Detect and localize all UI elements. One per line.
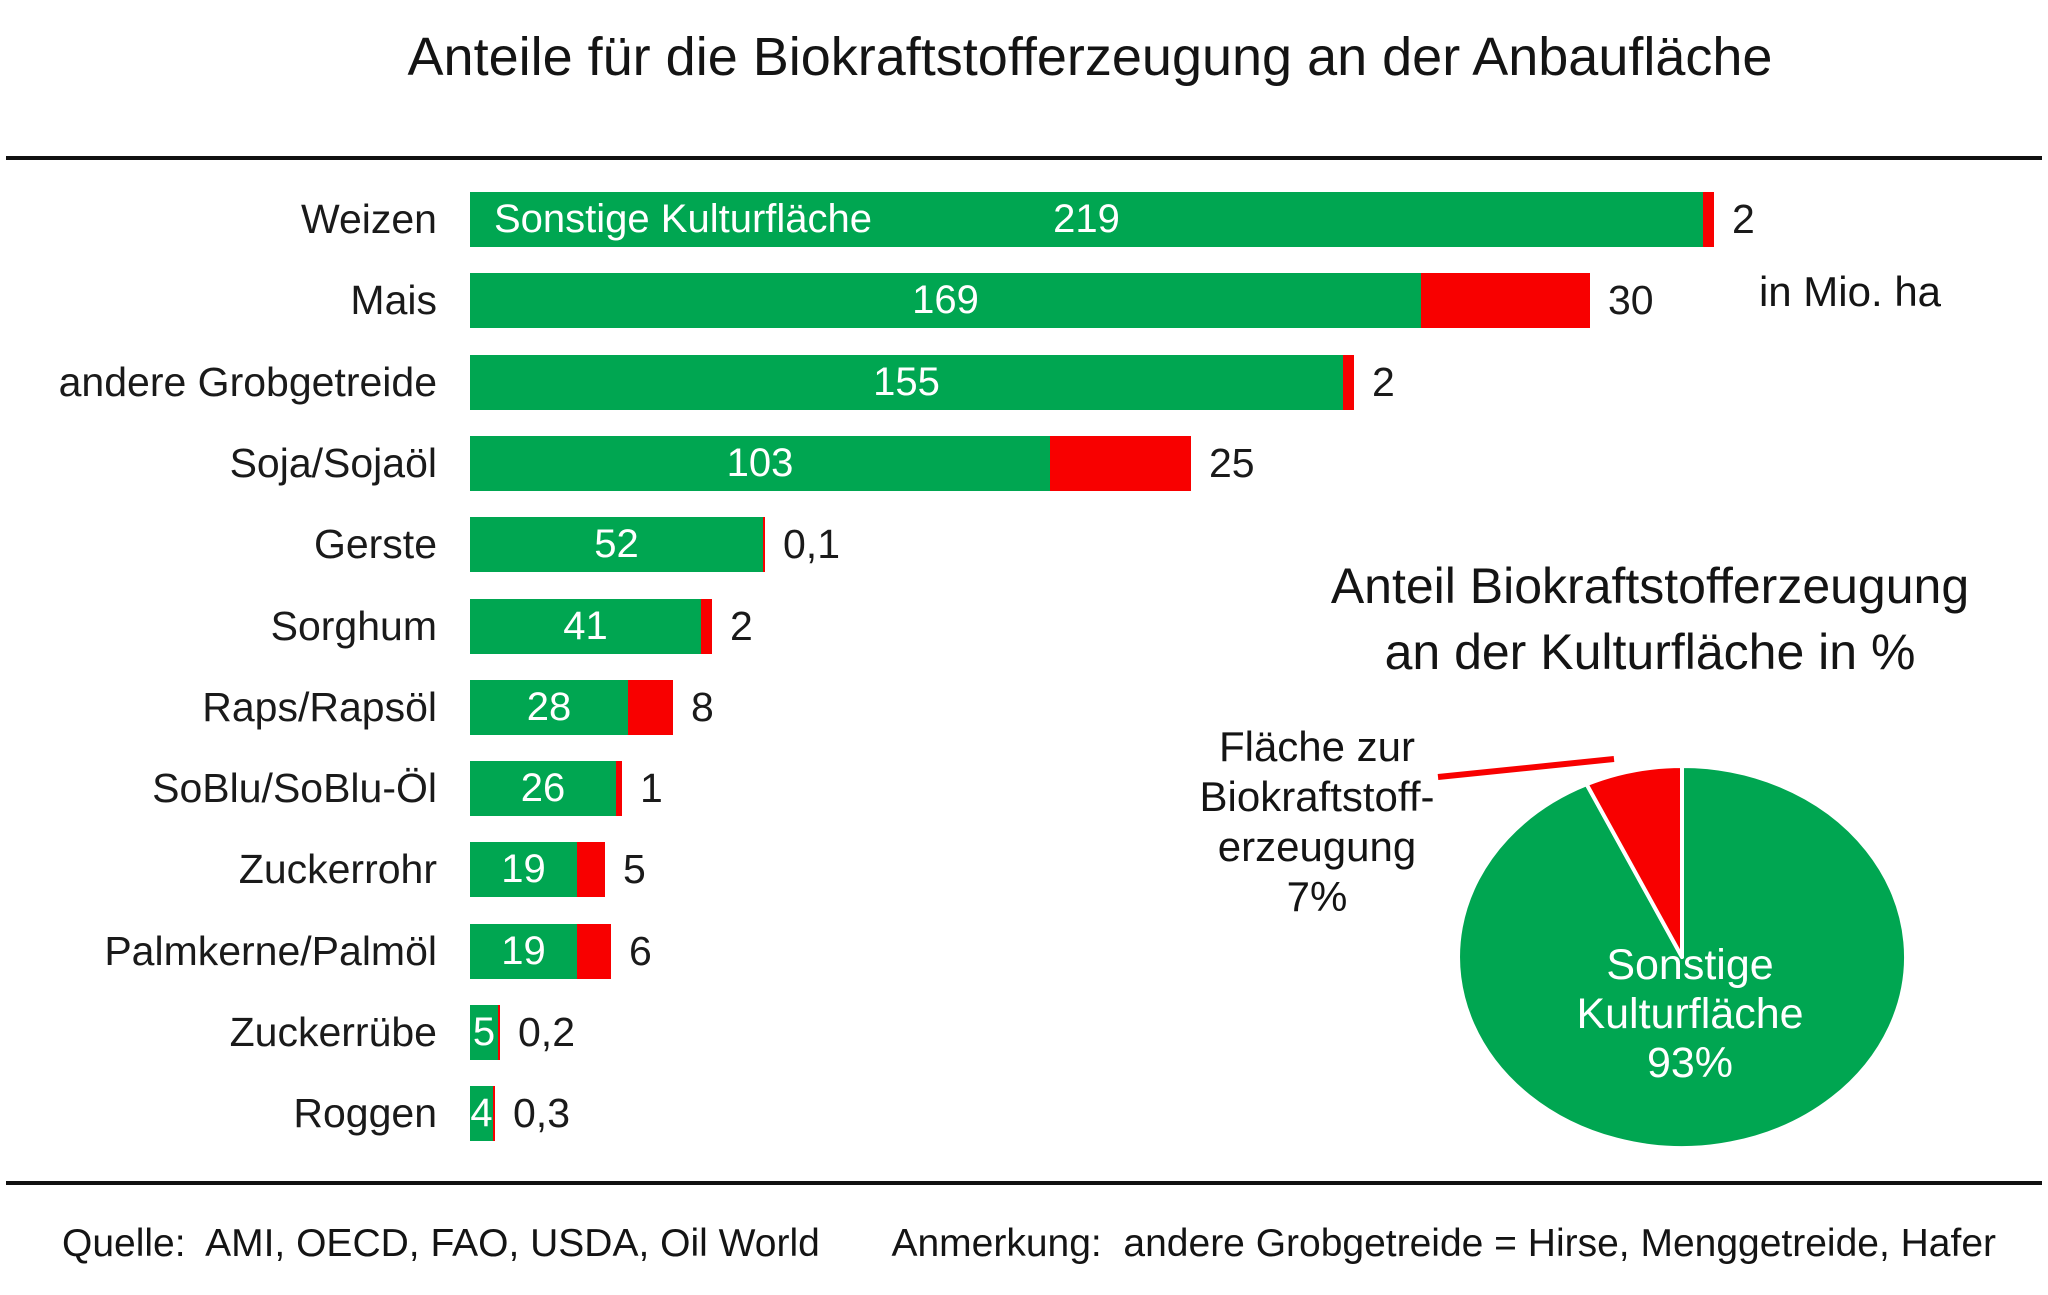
bar-value-red: 2 — [730, 602, 753, 649]
bar-row: Weizen Sonstige Kulturfläche 219 2 — [0, 192, 1755, 247]
bar-value-green: 52 — [594, 522, 639, 567]
category-label: Gerste — [313, 521, 437, 568]
bar-segment-other-area: 26 — [470, 761, 616, 817]
bottom-divider — [6, 1181, 2042, 1185]
category-label: Soja/Sojaöl — [229, 439, 437, 486]
bar-value-red: 0,3 — [513, 1090, 570, 1137]
bar-segment-biofuel-area — [1421, 273, 1590, 329]
bar-segment-biofuel-area — [1050, 435, 1191, 491]
bar-segment-biofuel-area — [763, 517, 765, 573]
source-note: Quelle: AMI, OECD, FAO, USDA, Oil World — [62, 1222, 820, 1265]
bar-segment-biofuel-area — [1343, 354, 1354, 410]
bar-segment-other-area: 169 — [470, 273, 1421, 329]
bar-value-green: 169 — [912, 278, 979, 323]
pie-callout-line4: 7% — [1286, 873, 1348, 920]
pie-slice-label-line3: 93% — [1646, 1039, 1734, 1087]
remark-note: Anmerkung: andere Grobgetreide = Hirse, … — [891, 1222, 1996, 1265]
series-inline-label: Sonstige Kulturfläche — [494, 197, 873, 241]
bar-value-red: 0,1 — [783, 521, 840, 568]
bar-segment-biofuel-area — [577, 842, 605, 898]
page-title: Anteile für die Biokraftstofferzeugung a… — [407, 27, 1773, 87]
bar-value-red: 0,2 — [518, 1009, 575, 1055]
bar-segment-other-area: 103 — [470, 435, 1050, 491]
bar-value-green: 28 — [526, 684, 572, 729]
pie-slice-biofuel — [1584, 764, 1684, 959]
bar-value-red: 2 — [1732, 196, 1755, 242]
bar-row: Zuckerrübe 5 0,2 — [0, 1005, 575, 1060]
bar-row: Palmkerne/Palmöl 19 6 — [0, 923, 652, 979]
bar-value-green: 5 — [472, 1010, 496, 1054]
bar-value-green: 103 — [726, 440, 794, 485]
bar-row: Sorghum 41 2 — [0, 598, 753, 654]
bar-segment-biofuel-area — [1703, 192, 1714, 247]
bar-row: Gerste 52 0,1 — [0, 517, 840, 573]
top-divider — [6, 156, 2042, 160]
bar-segment-other-area: 19 — [470, 923, 577, 979]
category-label: Sorghum — [270, 602, 437, 649]
bar-value-red: 2 — [1372, 358, 1395, 405]
pie-slice-label: Sonstige Kulturfläche 93% — [1490, 941, 1890, 1088]
bar-value-red: 8 — [691, 683, 714, 730]
bar-value-green: 4 — [470, 1091, 493, 1136]
pie-callout-label: Fläche zur Biokraftstoff- erzeugung 7% — [1117, 722, 1517, 922]
bar-value-red: 25 — [1209, 439, 1255, 486]
pie-chart — [1437, 756, 1909, 1150]
pie-slice-label-line2: Kulturfläche — [1576, 990, 1804, 1038]
pie-callout-line3: erzeugung — [1217, 823, 1417, 870]
pie-title-line1: Anteil Biokraftstofferzeugung — [1330, 558, 1970, 614]
unit-label: in Mio. ha — [1758, 268, 1942, 315]
bar-value-green: 26 — [520, 766, 566, 811]
pie-callout-leader-line — [1437, 756, 1615, 780]
category-label: Palmkerne/Palmöl — [104, 927, 437, 974]
bar-segment-biofuel-area — [628, 679, 673, 735]
pie-slice-label-line1: Sonstige — [1606, 941, 1774, 989]
category-label: Zuckerrübe — [229, 1009, 437, 1055]
bar-row: Zuckerrohr 19 5 — [0, 842, 646, 898]
bar-value-red: 6 — [629, 927, 652, 974]
bar-row: Soja/Sojaöl 103 25 — [0, 435, 1255, 491]
bar-row: Roggen 4 0,3 — [0, 1086, 570, 1142]
bar-segment-biofuel-area — [498, 1005, 500, 1060]
pie-title: Anteil Biokraftstofferzeugung an der Kul… — [1250, 553, 2048, 685]
pie-title-line2: an der Kulturfläche in % — [1384, 624, 1916, 680]
bar-value-green: 219 — [1053, 197, 1120, 241]
bar-value-green: 19 — [501, 847, 546, 892]
bar-value-green: 19 — [501, 928, 546, 973]
bar-segment-other-area: 52 — [470, 517, 763, 573]
bar-row: Raps/Rapsöl 28 8 — [0, 679, 714, 735]
bar-segment-biofuel-area — [493, 1086, 495, 1142]
bar-value-red: 5 — [623, 846, 646, 893]
pie-callout-line1: Fläche zur — [1218, 723, 1416, 770]
bar-segment-other-area: 19 — [470, 842, 577, 898]
category-label: Weizen — [301, 196, 437, 242]
category-label: Raps/Rapsöl — [202, 683, 437, 730]
bar-value-red: 30 — [1608, 277, 1654, 324]
bar-segment-other-area: 5 — [470, 1005, 498, 1060]
bar-segment-other-area: 4 — [470, 1086, 493, 1142]
bar-segment-biofuel-area — [701, 598, 712, 654]
bar-row: andere Grobgetreide 155 2 — [0, 354, 1395, 410]
pie-callout-line2: Biokraftstoff- — [1199, 773, 1435, 820]
category-label: andere Grobgetreide — [58, 358, 437, 405]
category-label: Mais — [350, 277, 437, 324]
category-label: SoBlu/SoBlu-Öl — [152, 765, 437, 812]
category-label: Roggen — [293, 1090, 437, 1137]
bar-value-green: 41 — [563, 603, 608, 648]
bar-segment-other-area: 28 — [470, 679, 628, 735]
category-label: Zuckerrohr — [238, 846, 437, 893]
bar-row: Mais 169 30 — [0, 273, 1654, 329]
bar-value-red: 1 — [640, 765, 663, 812]
bar-segment-other-area: 41 — [470, 598, 701, 654]
bar-value-green: 155 — [873, 359, 940, 404]
bar-row: SoBlu/SoBlu-Öl 26 1 — [0, 761, 663, 817]
bar-segment-other-area: Sonstige Kulturfläche 219 — [470, 192, 1703, 247]
bar-segment-biofuel-area — [577, 923, 611, 979]
bar-segment-biofuel-area — [616, 761, 622, 817]
bar-segment-other-area: 155 — [470, 354, 1343, 410]
